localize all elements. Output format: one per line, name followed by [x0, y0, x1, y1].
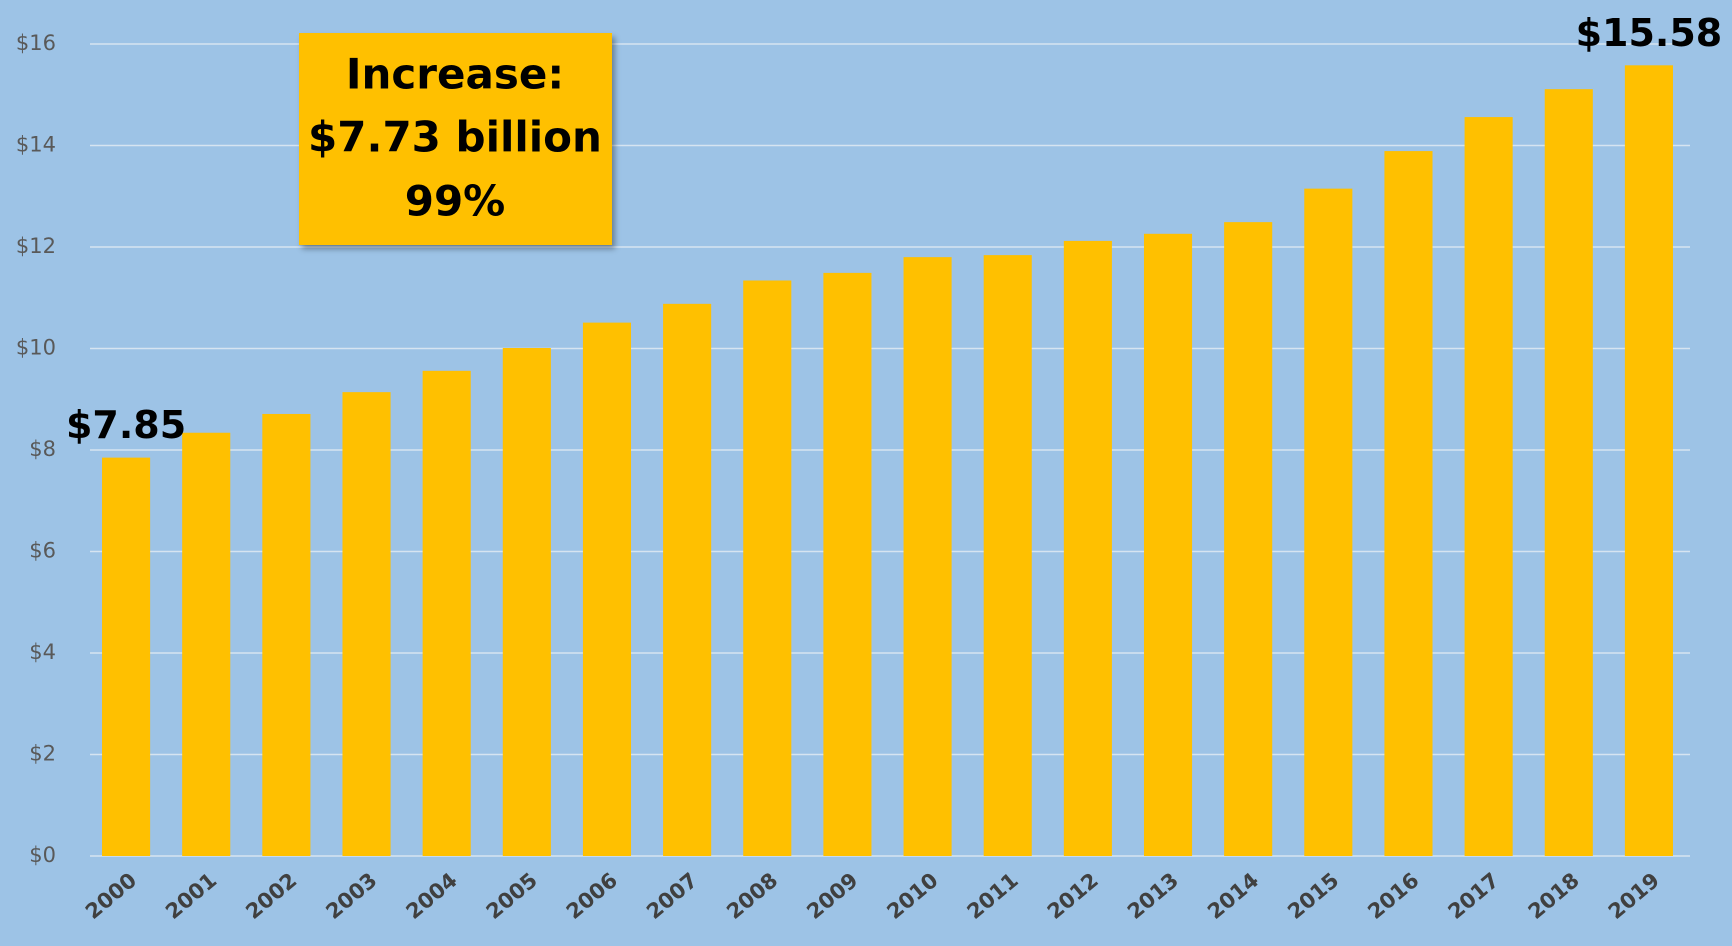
y-tick-label: $16: [16, 31, 56, 55]
bar: [1544, 89, 1593, 857]
x-tick-label: 2001: [161, 868, 221, 924]
x-tick-label: 2004: [402, 868, 462, 924]
bar: [1464, 117, 1513, 856]
x-tick-label: 2013: [1123, 868, 1183, 924]
y-tick-label: $4: [29, 640, 56, 664]
bar: [1304, 188, 1353, 856]
x-tick-label: 2008: [722, 868, 782, 924]
x-tick-label: 2006: [562, 868, 622, 924]
bar: [262, 413, 311, 856]
value-label: $15.58: [1576, 11, 1723, 55]
bar: [1063, 240, 1112, 856]
bar: [663, 303, 712, 857]
bar: [422, 370, 471, 856]
bar: [502, 347, 551, 856]
y-tick-label: $0: [29, 843, 56, 867]
annotation-line: $7.73 billion: [308, 113, 602, 162]
bars: [102, 65, 1673, 857]
bar: [342, 392, 391, 856]
y-tick-label: $6: [29, 539, 56, 563]
bar: [823, 272, 872, 856]
value-label: $7.85: [66, 403, 186, 447]
bar: [743, 280, 792, 856]
x-tick-label: 2009: [802, 868, 862, 924]
x-tick-label: 2017: [1443, 868, 1503, 924]
y-tick-label: $2: [29, 742, 56, 766]
x-tick-label: 2014: [1203, 868, 1263, 924]
x-tick-label: 2012: [1043, 868, 1103, 924]
x-tick-label: 2002: [241, 868, 301, 924]
x-tick-label: 2016: [1363, 868, 1423, 924]
bar: [1143, 233, 1193, 856]
annotation-line: Increase:: [346, 50, 564, 99]
y-tick-label: $8: [29, 437, 56, 461]
bar: [102, 457, 151, 856]
x-tick-label: 2007: [642, 868, 702, 924]
bar: [1224, 222, 1273, 856]
x-tick-label: 2019: [1604, 868, 1664, 924]
bar: [1624, 65, 1673, 856]
x-tick-label: 2010: [882, 868, 942, 924]
bar: [182, 432, 231, 856]
annotation-line: 99%: [405, 177, 506, 226]
bar: [983, 255, 1032, 856]
x-tick-label: 2018: [1524, 868, 1584, 924]
y-tick-label: $14: [16, 133, 56, 157]
bar: [1384, 151, 1433, 856]
y-tick-label: $10: [16, 336, 56, 360]
bar: [903, 257, 952, 856]
bar: [582, 322, 632, 856]
x-tick-label: 2015: [1283, 868, 1343, 924]
x-tick-label: 2000: [81, 868, 141, 924]
x-tick-label: 2003: [321, 868, 381, 924]
annotation-box: [299, 33, 612, 245]
y-tick-label: $12: [16, 234, 56, 258]
x-tick-label: 2005: [482, 868, 542, 924]
x-tick-label: 2011: [963, 868, 1023, 924]
